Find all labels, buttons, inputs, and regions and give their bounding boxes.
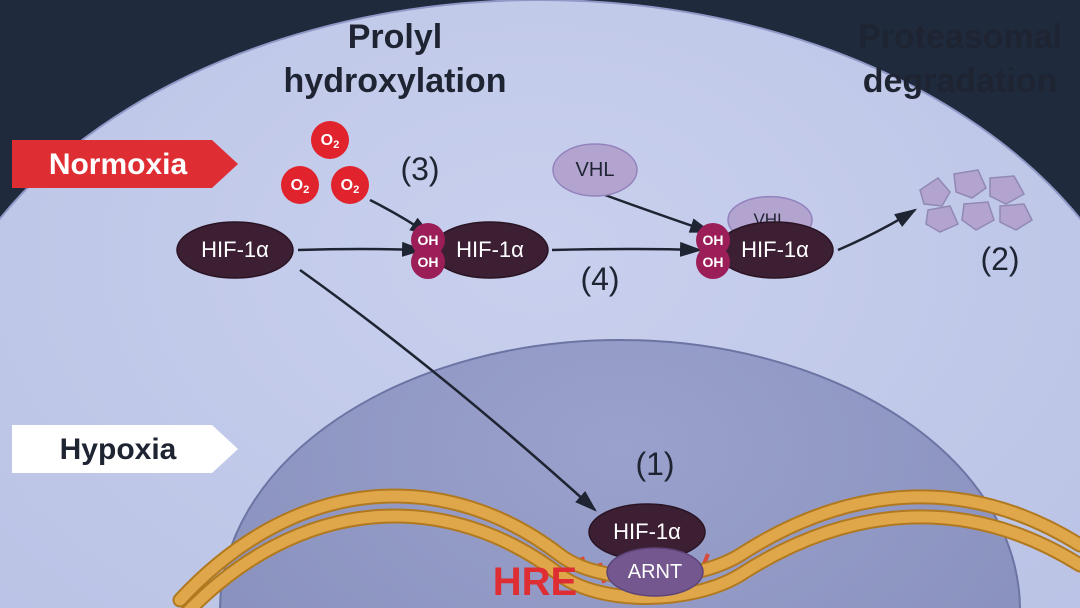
vhl-label: VHL	[576, 159, 615, 181]
hydroxyl-0-1: OH	[411, 245, 445, 279]
svg-text:OH: OH	[418, 254, 439, 270]
hydroxyl-1-1: OH	[696, 245, 730, 279]
step-n2: (2)	[980, 241, 1019, 277]
normoxia-label: Normoxia	[12, 140, 238, 188]
hif1a-1: HIF-1α	[432, 222, 548, 278]
step-n1: (1)	[635, 446, 674, 482]
hif1a-0: HIF-1α	[177, 222, 293, 278]
pathway-arrow-2	[552, 249, 700, 250]
svg-text:Normoxia: Normoxia	[49, 148, 188, 181]
arnt-label: ARNT	[628, 561, 682, 583]
hif1a-label: HIF-1α	[201, 237, 269, 262]
hif1a-label: HIF-1α	[613, 519, 681, 544]
o2-molecule-2: O2	[331, 166, 369, 204]
pathway-arrow-0	[298, 249, 422, 250]
prolyl-heading-2: hydroxylation	[284, 62, 507, 100]
svg-text:Hypoxia: Hypoxia	[60, 433, 177, 466]
proteasomal-heading-2: degradation	[863, 62, 1058, 100]
hypoxia-label: Hypoxia	[12, 425, 238, 473]
step-n3: (3)	[400, 151, 439, 187]
hre-label: HRE	[493, 560, 577, 604]
proteasomal-heading: Proteasomal	[858, 18, 1062, 56]
prolyl-heading: Prolyl	[348, 18, 442, 56]
svg-text:OH: OH	[703, 254, 724, 270]
o2-molecule-0: O2	[311, 121, 349, 159]
o2-molecule-1: O2	[281, 166, 319, 204]
step-n4: (4)	[580, 261, 619, 297]
hif1a-label: HIF-1α	[456, 237, 524, 262]
hif1a-label: HIF-1α	[741, 237, 809, 262]
